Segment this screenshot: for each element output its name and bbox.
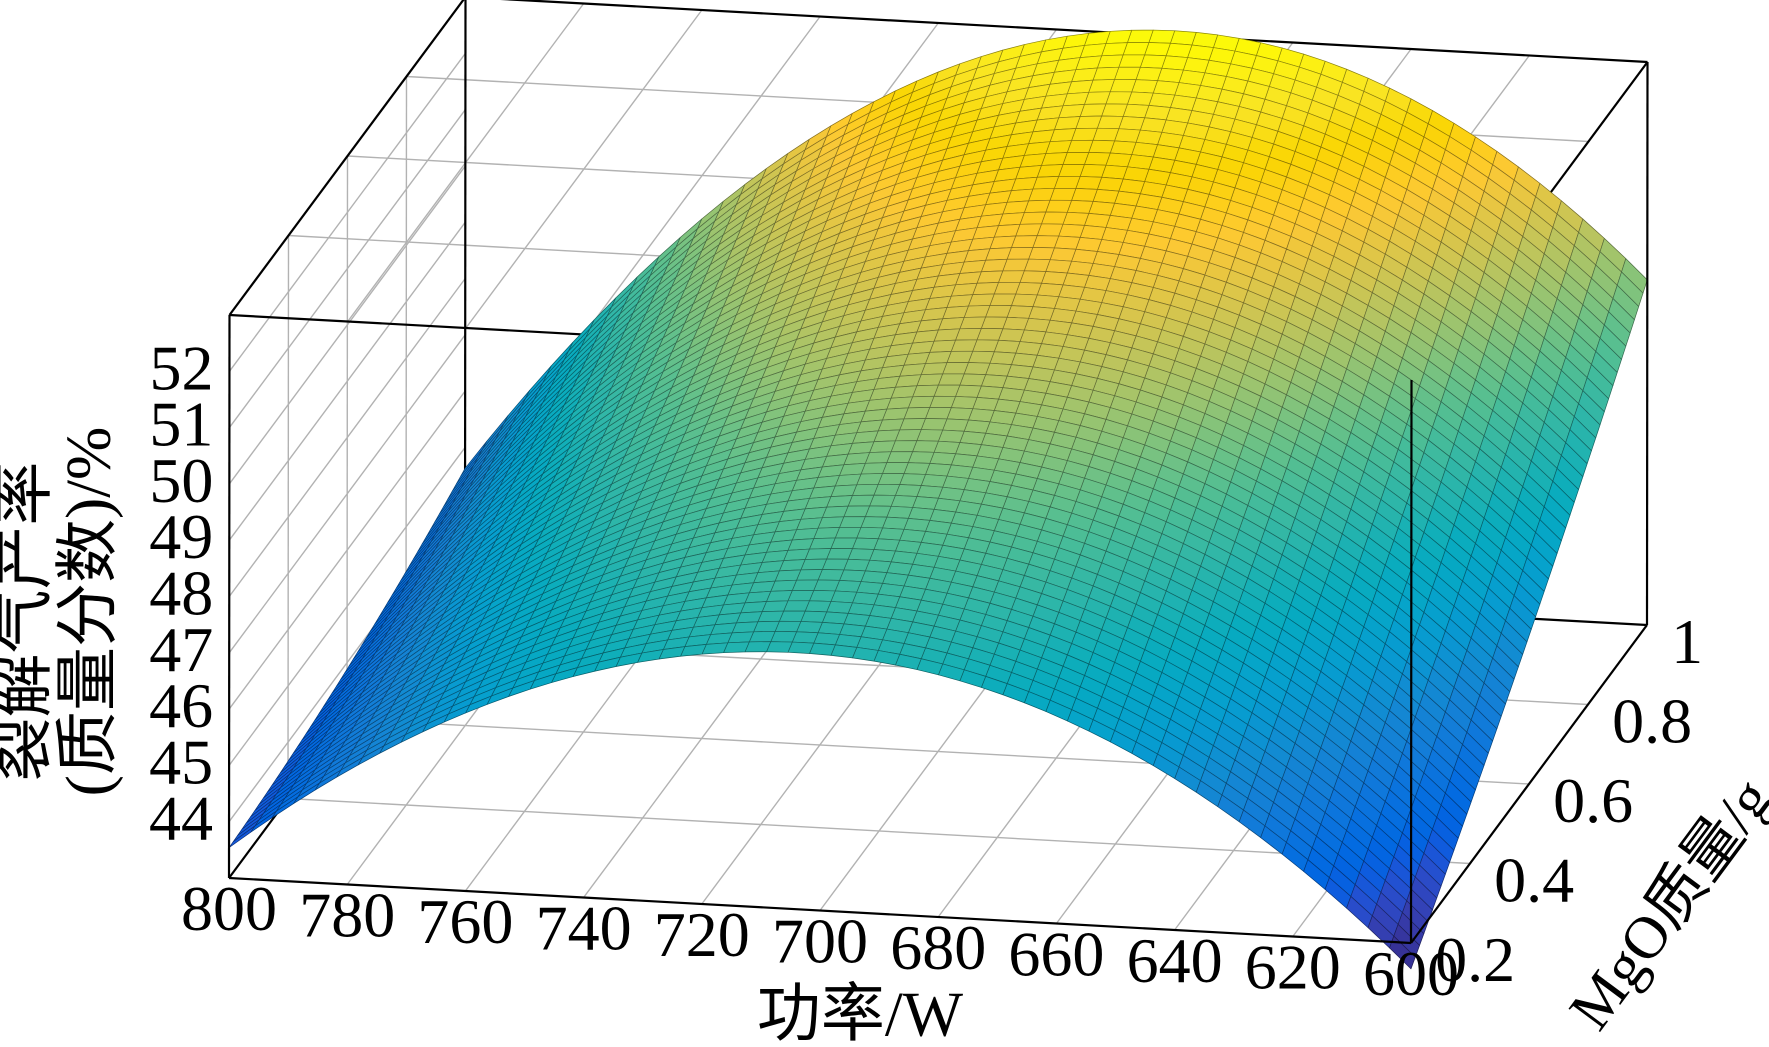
- svg-text:功率/W: 功率/W: [757, 979, 964, 1047]
- svg-text:0.4: 0.4: [1494, 844, 1574, 915]
- svg-text:720: 720: [654, 899, 750, 970]
- svg-text:裂解气产率: 裂解气产率: [0, 462, 58, 782]
- svg-text:760: 760: [417, 886, 513, 957]
- svg-text:660: 660: [1008, 919, 1104, 990]
- svg-text:0.2: 0.2: [1435, 924, 1515, 995]
- svg-text:(质量分数)/%: (质量分数)/%: [52, 427, 123, 797]
- svg-text:740: 740: [536, 893, 632, 964]
- svg-text:800: 800: [181, 873, 277, 944]
- svg-text:0.8: 0.8: [1612, 685, 1692, 756]
- svg-text:640: 640: [1127, 925, 1223, 996]
- svg-text:52: 52: [149, 332, 213, 403]
- svg-text:620: 620: [1245, 932, 1341, 1003]
- svg-text:700: 700: [772, 906, 868, 977]
- svg-text:780: 780: [299, 880, 395, 951]
- svg-text:680: 680: [890, 912, 986, 983]
- svg-text:0.6: 0.6: [1553, 765, 1633, 836]
- svg-text:1: 1: [1671, 606, 1703, 677]
